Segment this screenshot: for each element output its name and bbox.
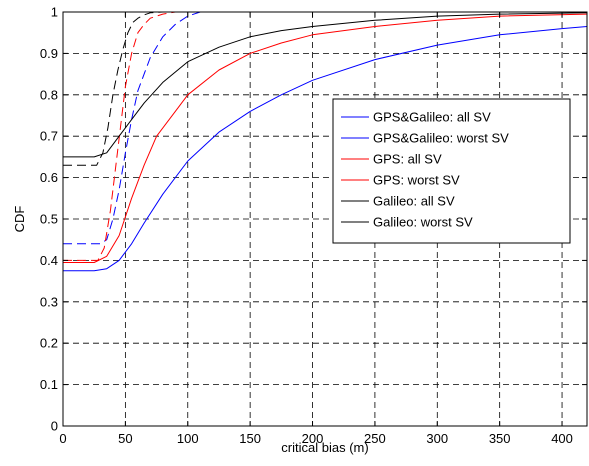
y-tick-label: 0.6 <box>40 170 58 185</box>
y-tick-label: 0.8 <box>40 87 58 102</box>
series-line <box>63 11 201 245</box>
series-line <box>63 13 588 263</box>
legend-label: GPS: worst SV <box>373 173 460 188</box>
x-tick-label: 50 <box>118 431 132 446</box>
legend: GPS&Galileo: all SV GPS&Galileo: worst SV… <box>332 98 571 244</box>
series-line <box>63 11 176 261</box>
y-tick-label: 0.3 <box>40 294 58 309</box>
y-tick-label: 0.7 <box>40 129 58 144</box>
series-line <box>63 12 588 158</box>
y-tick-label: 0.2 <box>40 336 58 351</box>
y-tick-label: 1 <box>51 5 58 20</box>
legend-label: GPS&Galileo: worst SV <box>373 131 509 146</box>
y-tick-label: 0.9 <box>40 46 58 61</box>
series-lines <box>63 11 588 272</box>
x-tick-label: 150 <box>239 431 261 446</box>
grid <box>63 12 587 426</box>
x-tick-label: 300 <box>426 431 448 446</box>
y-axis-label: CDF <box>12 206 27 233</box>
legend-label: Galileo: worst SV <box>373 215 473 230</box>
legend-label: GPS&Galileo: all SV <box>373 110 491 125</box>
y-tick-label: 0.5 <box>40 212 58 227</box>
legend-label: Galileo: all SV <box>373 194 455 209</box>
x-tick-label: 250 <box>364 431 386 446</box>
x-tick-label: 400 <box>551 431 573 446</box>
axis-ticks: 0 50 100 150 200 250 300 350 400 0 0.1 0.2 0.3 0.4 0.5… <box>40 5 587 446</box>
y-tick-label: 0.1 <box>40 377 58 392</box>
x-tick-label: 200 <box>302 431 324 446</box>
legend-label: GPS: all SV <box>373 152 442 167</box>
x-tick-label: 350 <box>489 431 511 446</box>
y-tick-label: 0 <box>51 419 58 434</box>
x-tick-label: 0 <box>59 431 66 446</box>
y-tick-label: 0.4 <box>40 253 58 268</box>
legend-box <box>332 98 571 244</box>
x-tick-label: 100 <box>177 431 199 446</box>
series-line <box>63 11 163 166</box>
x-axis-label: critical bias (m) <box>281 440 368 455</box>
series-line <box>63 26 588 272</box>
